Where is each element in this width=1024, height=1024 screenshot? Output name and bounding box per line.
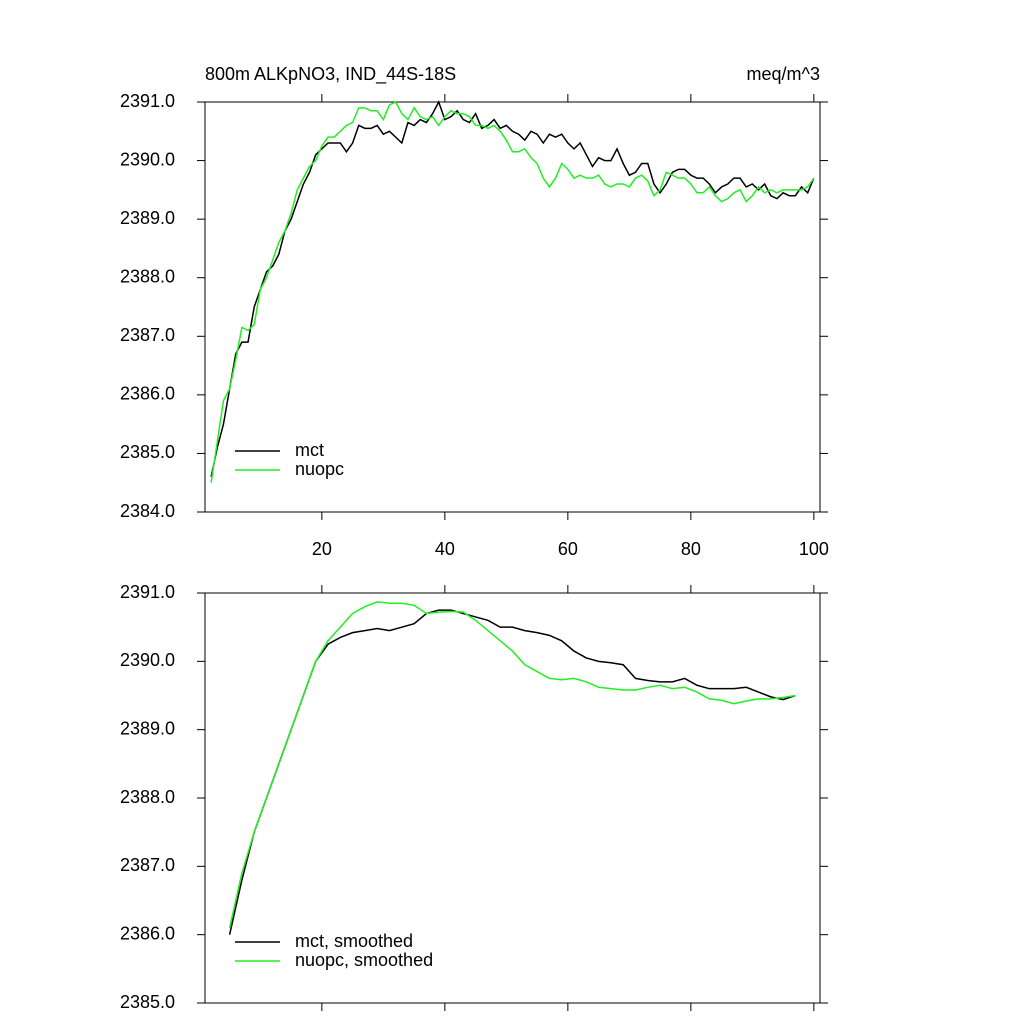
y-tick-label: 2388.0: [120, 787, 175, 807]
y-tick-label: 2391.0: [120, 582, 175, 602]
x-tick-label: 60: [558, 539, 578, 559]
series-line: [210, 101, 815, 483]
y-tick-label: 2390.0: [120, 650, 175, 670]
y-tick-label: 2385.0: [120, 992, 175, 1012]
legend-label: nuopc: [295, 459, 344, 479]
x-tick-label: 100: [799, 539, 829, 559]
y-tick-label: 2389.0: [120, 718, 175, 738]
series-line: [228, 601, 796, 928]
y-tick-label: 2386.0: [120, 384, 175, 404]
series-line: [228, 609, 796, 935]
y-tick-label: 2385.0: [120, 442, 175, 462]
legend-label: mct: [295, 440, 324, 460]
y-tick-label: 2387.0: [120, 325, 175, 345]
y-tick-label: 2387.0: [120, 855, 175, 875]
y-tick-label: 2391.0: [120, 91, 175, 111]
x-tick-label: 40: [435, 539, 455, 559]
y-tick-label: 2390.0: [120, 149, 175, 169]
chart-title: 800m ALKpNO3, IND_44S-18S: [205, 64, 456, 85]
y-tick-label: 2386.0: [120, 923, 175, 943]
y-tick-label: 2389.0: [120, 208, 175, 228]
units-label: meq/m^3: [747, 64, 820, 84]
y-tick-label: 2388.0: [120, 266, 175, 286]
x-tick-label: 80: [681, 539, 701, 559]
plot-frame: [204, 101, 821, 513]
series-line: [210, 100, 815, 478]
legend-label: nuopc, smoothed: [295, 950, 433, 970]
x-tick-label: 20: [312, 539, 332, 559]
legend-label: mct, smoothed: [295, 931, 413, 951]
y-tick-label: 2384.0: [120, 501, 175, 521]
